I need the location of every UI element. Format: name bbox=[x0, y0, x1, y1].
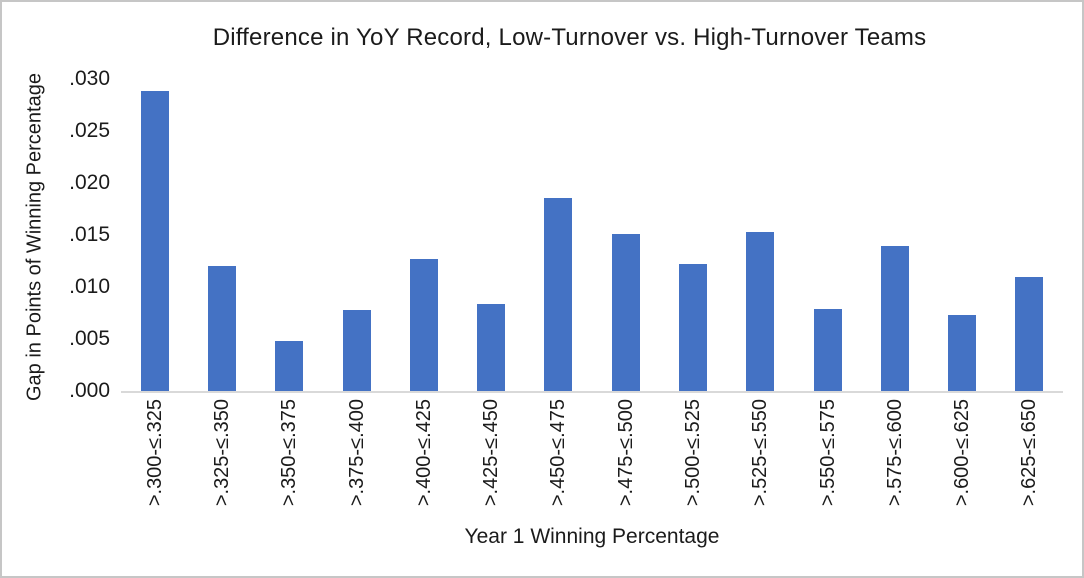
y-tick-label: .025 bbox=[69, 119, 110, 142]
y-tick-label: .005 bbox=[69, 327, 110, 350]
bar->.525-≤.550 bbox=[746, 232, 775, 391]
x-tick-label: >.300-≤.325 bbox=[143, 399, 166, 507]
bar->.350-≤.375 bbox=[275, 341, 304, 391]
chart-title: Difference in YoY Record, Low-Turnover v… bbox=[212, 24, 927, 51]
bar->.475-≤.500 bbox=[611, 234, 640, 391]
x-tick-label: >.525-≤.550 bbox=[749, 399, 772, 507]
x-axis-title: Year 1 Winning Percentage bbox=[464, 525, 720, 548]
x-tick-label: >.475-≤.500 bbox=[614, 399, 637, 507]
x-tick-label: >.500-≤.525 bbox=[681, 399, 704, 507]
bar->.325-≤.350 bbox=[207, 266, 236, 391]
x-tick-label: >.600-≤.625 bbox=[951, 399, 974, 507]
y-tick-label: .010 bbox=[69, 275, 110, 298]
bar->.300-≤.325 bbox=[140, 91, 169, 391]
bar->.425-≤.450 bbox=[477, 304, 506, 391]
bar->.500-≤.525 bbox=[678, 264, 707, 391]
y-tick-label: .020 bbox=[69, 171, 110, 194]
bar->.375-≤.400 bbox=[342, 310, 371, 391]
bar->.400-≤.425 bbox=[409, 259, 438, 391]
x-tick-label: >.550-≤.575 bbox=[816, 399, 839, 507]
bar->.575-≤.600 bbox=[880, 246, 909, 391]
x-tick-label: >.425-≤.450 bbox=[480, 399, 503, 507]
x-tick-label: >.325-≤.350 bbox=[210, 399, 233, 507]
x-tick-label: >.450-≤.475 bbox=[547, 399, 570, 507]
bar->.450-≤.475 bbox=[544, 198, 573, 391]
bar->.625-≤.650 bbox=[1015, 277, 1044, 391]
x-tick-label: >.575-≤.600 bbox=[883, 399, 906, 507]
x-tick-label: >.375-≤.400 bbox=[345, 399, 368, 507]
x-tick-label: >.625-≤.650 bbox=[1018, 399, 1041, 507]
x-tick-label: >.350-≤.375 bbox=[278, 399, 301, 507]
bar->.550-≤.575 bbox=[813, 309, 842, 391]
bar->.600-≤.625 bbox=[948, 315, 977, 391]
y-tick-label: .000 bbox=[69, 379, 110, 402]
y-tick-label: .030 bbox=[69, 67, 110, 90]
plot-area bbox=[121, 79, 1063, 391]
y-tick-label: .015 bbox=[69, 223, 110, 246]
x-tick-label: >.400-≤.425 bbox=[412, 399, 435, 507]
x-axis-line bbox=[121, 391, 1063, 393]
